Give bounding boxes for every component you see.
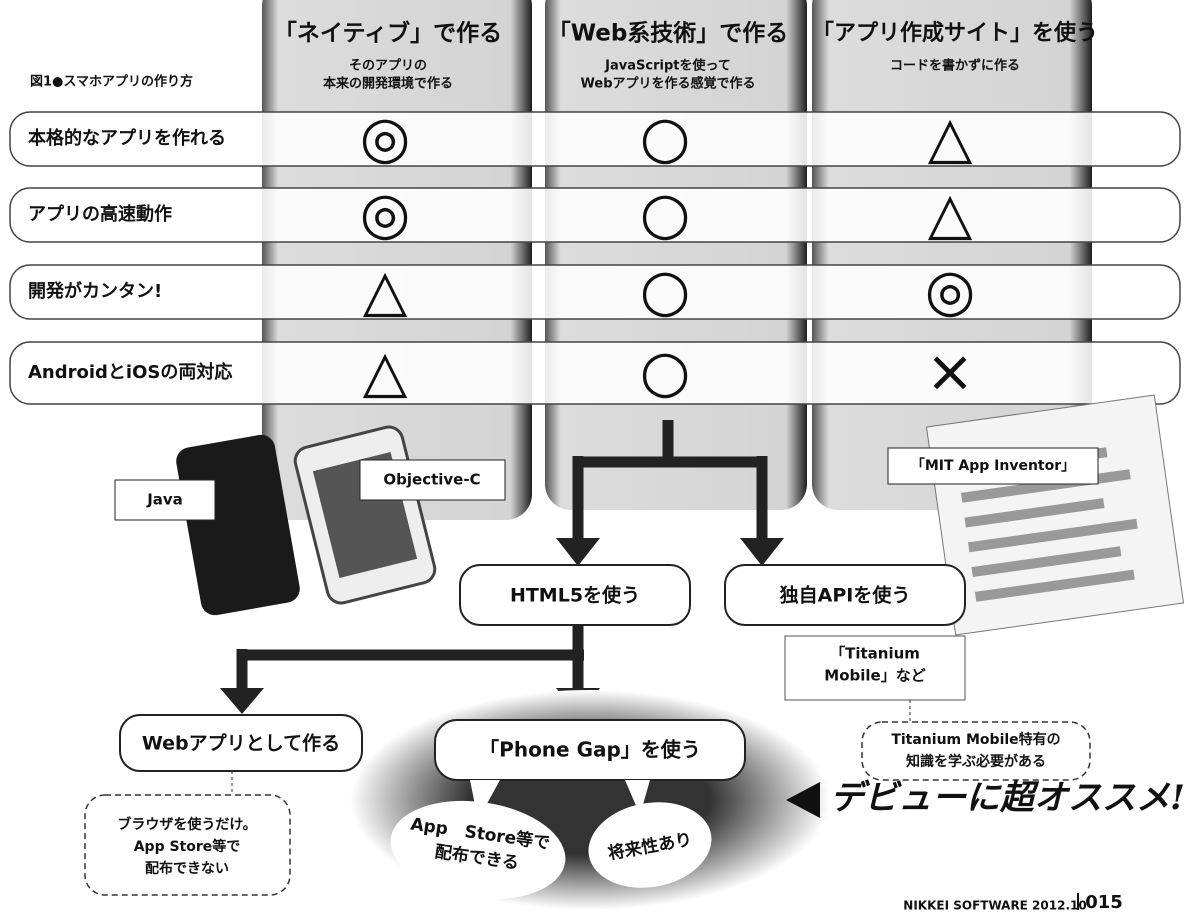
rating-symbol: ◎ [925,256,976,324]
row-label: アプリの高速動作 [28,203,172,225]
row-box [9,264,1181,320]
node-box [119,714,363,772]
rating-symbol: △ [928,103,973,171]
note: Titanium Mobile特有の [891,731,1060,748]
node-box [724,564,966,626]
footer-page: 015 [1085,892,1123,913]
bubble-tail [470,780,650,820]
column-subtitle: そのアプリの [349,59,427,74]
note-box [84,794,291,896]
tag-box [359,459,506,501]
note: 知識を学ぶ必要がある [906,753,1046,770]
rating-symbol: ○ [640,337,691,405]
column-title: 「Web系技術」で作る [548,20,789,47]
note: ブラウザを使うだけ。 [117,816,256,833]
figure-label: 図1●スマホアプリの作り方 [30,74,193,90]
column-subtitle: コードを書かずに作る [890,58,1020,74]
rating-symbol: ◎ [360,103,411,171]
rating-symbol: △ [928,179,973,247]
rating-symbol: ○ [640,256,691,324]
speech-bubble [390,800,566,900]
tag: Objective-C [383,471,480,489]
column-subtitle: Webアプリを作る感覚で作る [581,76,756,92]
rating-symbol: × [926,337,975,405]
node-box [459,564,691,626]
rating-symbol: △ [363,337,408,405]
node-label: HTML5を使う [510,585,640,607]
node-label: 独自APIを使う [780,584,911,607]
node-box [434,719,746,781]
callout: デビューに超オススメ! [830,778,1185,818]
row-box [9,187,1181,243]
note: 「Titanium [830,645,920,663]
row-label: 開発がカンタン! [28,280,162,302]
rating-symbol: ○ [640,103,691,171]
tag: Java [146,491,183,509]
note-box [861,721,1091,781]
callout-pointer [786,782,820,818]
arrow-head [556,538,784,566]
rating-symbol: ◎ [360,179,411,247]
column-title: 「アプリ作成サイト」を使う [812,21,1098,46]
column-subtitle: JavaScriptを使って [604,58,731,74]
row-label: 本格的なアプリを作れる [28,127,226,149]
node-label: 「Phone Gap」を使う [479,738,701,762]
connector [572,420,768,540]
row-box [9,341,1181,405]
note: Mobile」など [824,667,925,685]
note: App Store等で [134,838,241,855]
column-title: 「ネイティブ」で作る [274,20,502,47]
row-box [9,111,1181,167]
tag-box [887,447,1099,485]
tag-box [114,479,216,521]
rating-symbol: ○ [640,179,691,247]
tag: 「MIT App Inventor」 [911,457,1075,474]
speech-bubble [588,802,712,888]
note-box [784,635,966,701]
note: 配布できない [145,860,229,877]
rating-symbol: △ [363,256,408,324]
footer-source: NIKKEI SOFTWARE 2012.10 [903,899,1086,913]
node-label: Webアプリとして作る [142,732,340,755]
connector [236,625,584,690]
column-subtitle: 本来の開発環境で作る [323,76,453,92]
row-label: AndroidとiOSの両対応 [28,361,232,383]
